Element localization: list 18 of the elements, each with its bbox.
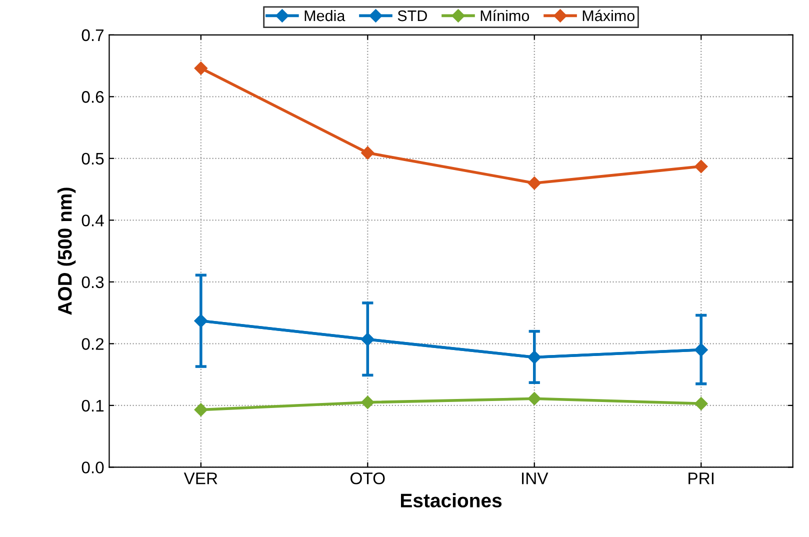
x-tick-label: OTO — [350, 472, 385, 484]
x-tick-label: PRI — [688, 472, 714, 484]
x-axis-title: Estaciones — [400, 493, 502, 508]
y-tick-label: 0.5 — [82, 152, 104, 165]
x-tick-label: INV — [522, 472, 548, 484]
y-tick-label: 0.2 — [82, 338, 104, 350]
legend-label: Media — [304, 10, 346, 22]
y-tick-label: 0.6 — [82, 91, 104, 103]
legend-label: Mínimo — [480, 10, 530, 22]
legend-label: Máximo — [582, 10, 634, 22]
y-tick-label: 0.7 — [82, 29, 104, 42]
y-tick-label: 0.1 — [82, 400, 104, 412]
y-axis-title: AOD (500 nm) — [58, 188, 76, 315]
y-tick-label: 0.4 — [82, 214, 104, 226]
y-tick-label: 0.3 — [82, 276, 104, 288]
x-tick-label: VER — [184, 472, 218, 484]
y-tick-label: 0.0 — [82, 462, 104, 474]
legend-label: STD — [398, 10, 427, 22]
